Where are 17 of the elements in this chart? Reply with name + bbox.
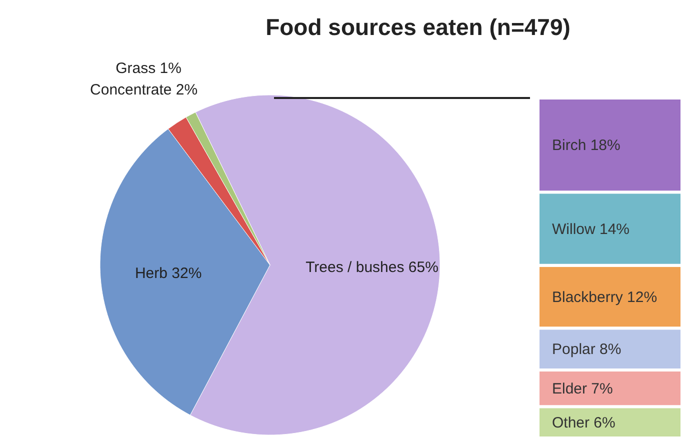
slice-label: Trees / bushes 65% — [306, 258, 438, 276]
data-label: 12% — [627, 288, 658, 306]
data-label: 7% — [591, 380, 613, 398]
data-label: 6% — [594, 414, 616, 432]
series-label: Birch — [552, 137, 586, 154]
data-label: 8% — [600, 341, 622, 358]
data-label: 18% — [590, 137, 620, 154]
series-label: Willow — [552, 220, 596, 238]
slice-label: Grass 1% — [116, 60, 182, 77]
slice-label: Herb 32% — [134, 264, 202, 282]
chart-title: Food sources eaten (n=479) — [264, 14, 572, 41]
slice-label: Concentrate 2% — [90, 81, 198, 98]
series-label: Blackberry — [552, 288, 624, 306]
data-label: 14% — [600, 220, 630, 238]
series-label: Poplar — [552, 341, 596, 358]
series-label: Other — [552, 414, 590, 432]
series-label: Elder — [552, 380, 588, 398]
